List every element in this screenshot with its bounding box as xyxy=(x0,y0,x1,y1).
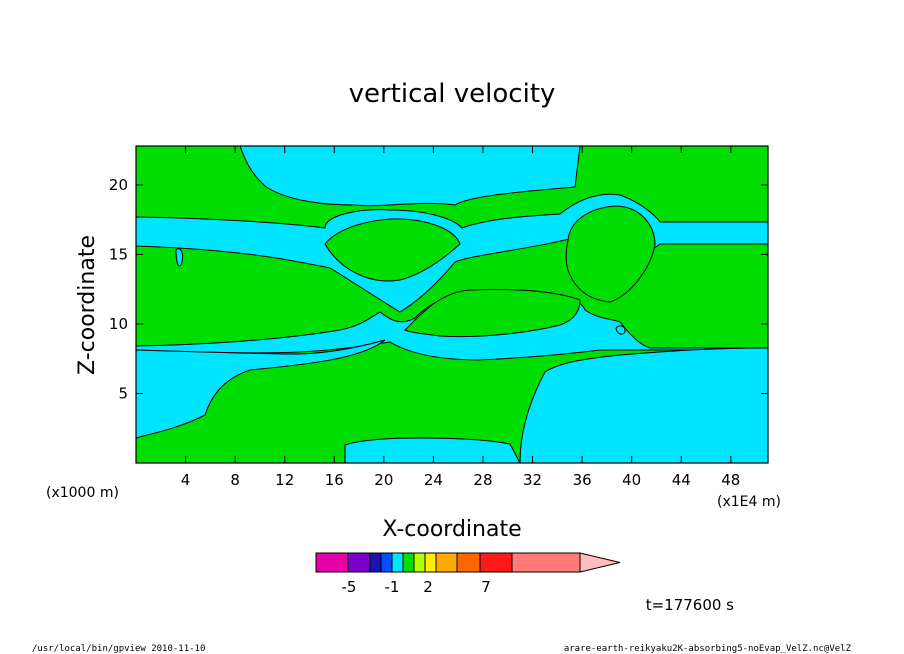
positive-velocity-region xyxy=(404,288,581,338)
y-axis: 5 10 15 20 xyxy=(109,176,768,402)
footer-left: /usr/local/bin/gpview 2010-11-10 xyxy=(32,644,205,654)
positive-velocity-region xyxy=(565,205,656,303)
y-tick-label: 10 xyxy=(109,315,128,333)
colorbar-swatch xyxy=(391,552,404,573)
colorbar-swatch xyxy=(369,552,382,573)
negative-velocity-region xyxy=(344,437,521,463)
colorbar-swatch xyxy=(435,552,458,573)
x-tick-label: 32 xyxy=(523,471,542,489)
x-tick-label: 12 xyxy=(275,471,294,489)
colorbar xyxy=(315,552,621,573)
colorbar-swatch xyxy=(456,552,481,573)
negative-velocity-region xyxy=(136,339,386,439)
x-unit-label: (x1E4 m) xyxy=(717,494,781,510)
x-tick-label: 36 xyxy=(573,471,592,489)
x-tick-label: 44 xyxy=(672,471,691,489)
colorbar-arrow xyxy=(579,552,621,573)
x-tick-label: 4 xyxy=(181,471,191,489)
colorbar-label: -1 xyxy=(385,578,400,596)
colorbar-label: 2 xyxy=(423,578,433,596)
colorbar-labels: -5 -1 2 7 xyxy=(342,578,491,596)
y-unit-label: (x1000 m) xyxy=(46,485,119,501)
chart-title: vertical velocity xyxy=(349,79,556,109)
time-label: t=177600 s xyxy=(646,596,734,614)
colorbar-swatch xyxy=(402,552,415,573)
colorbar-swatch xyxy=(479,552,513,573)
colorbar-swatch xyxy=(424,552,437,573)
x-tick-label: 28 xyxy=(473,471,492,489)
x-tick-label: 40 xyxy=(622,471,641,489)
negative-velocity-region xyxy=(239,146,581,207)
y-tick-label: 20 xyxy=(109,176,128,194)
colorbar-label: 7 xyxy=(481,578,491,596)
colorbar-swatch xyxy=(413,552,426,573)
colorbar-label: -5 xyxy=(342,578,357,596)
footer-right: arare-earth-reikyaku2K-absorbing5-noEvap… xyxy=(564,644,852,654)
y-tick-label: 5 xyxy=(118,384,128,402)
positive-velocity-region xyxy=(324,218,461,282)
plot-area xyxy=(135,145,769,464)
colorbar-swatch xyxy=(380,552,393,573)
colorbar-swatch xyxy=(315,552,349,573)
x-axis-label: X-coordinate xyxy=(382,517,521,542)
x-tick-label: 16 xyxy=(325,471,344,489)
y-axis-label: Z-coordinate xyxy=(75,235,100,375)
negative-velocity-region xyxy=(175,248,183,267)
colorbar-swatch xyxy=(511,552,581,573)
colorbar-swatch xyxy=(347,552,371,573)
plot-frame xyxy=(135,145,769,464)
negative-velocity-region xyxy=(615,325,626,335)
x-tick-label: 20 xyxy=(374,471,393,489)
x-tick-label: 24 xyxy=(424,471,443,489)
x-tick-label: 8 xyxy=(230,471,240,489)
negative-velocity-region xyxy=(519,347,768,463)
y-tick-label: 15 xyxy=(109,245,128,263)
x-axis: 4 8 12 16 20 24 28 32 36 40 44 48 xyxy=(181,146,740,489)
x-tick-label: 48 xyxy=(721,471,740,489)
